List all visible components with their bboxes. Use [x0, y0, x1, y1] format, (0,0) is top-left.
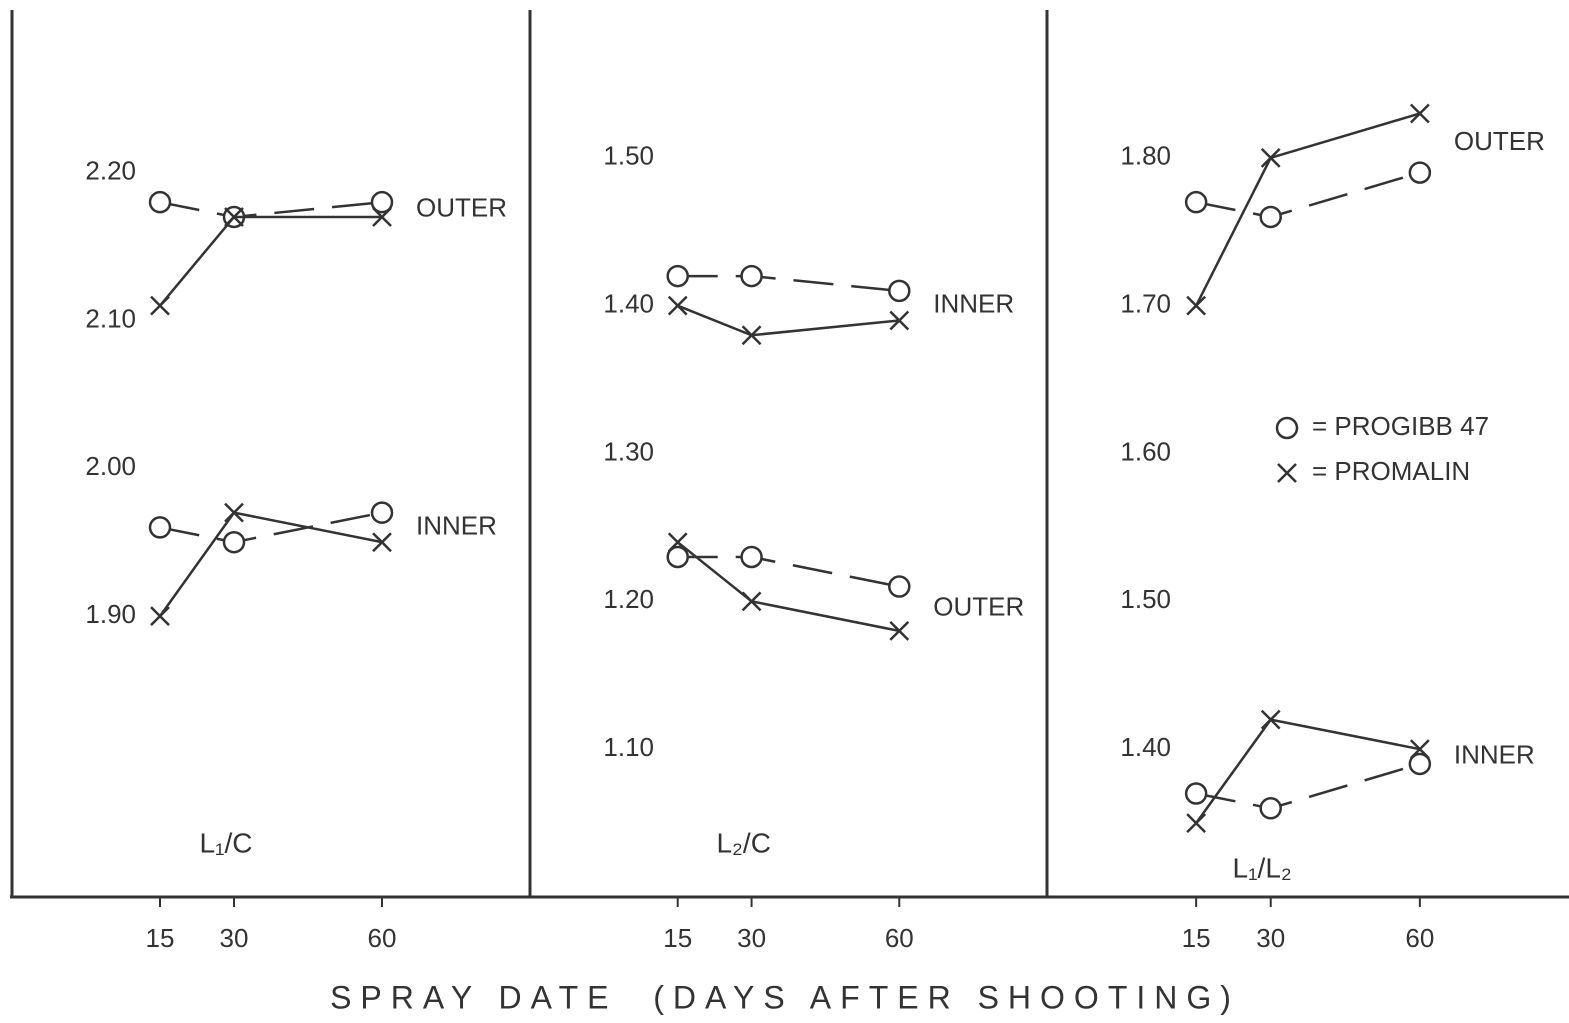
legend-label: = PROMALIN — [1312, 456, 1470, 486]
x-tick-label: 60 — [885, 923, 914, 953]
marker-x — [372, 207, 392, 227]
legend-marker — [1277, 463, 1297, 483]
series-line — [677, 304, 900, 337]
y-tick-label: 1.70 — [1120, 289, 1171, 319]
y-tick-label: 1.10 — [603, 732, 654, 762]
y-tick-label: 2.20 — [85, 155, 136, 185]
marker-x — [741, 591, 762, 612]
series-line — [159, 215, 382, 307]
marker-x — [667, 532, 688, 553]
marker-circle — [1184, 782, 1208, 805]
x-tick-label: 15 — [663, 923, 692, 953]
group-label: OUTER — [933, 592, 1024, 622]
marker-circle — [1259, 797, 1282, 820]
marker-x — [889, 621, 910, 641]
marker-x — [224, 207, 244, 227]
group-label: OUTER — [1454, 126, 1545, 156]
y-tick-label: 1.50 — [1120, 584, 1171, 614]
x-tick-label: 30 — [220, 923, 249, 953]
series-line — [1195, 171, 1421, 219]
series-line — [159, 200, 383, 219]
marker-x — [1409, 739, 1430, 760]
group-label: INNER — [416, 510, 497, 540]
x-tick-label: 30 — [737, 923, 766, 953]
marker-circle — [888, 575, 911, 598]
y-tick-label: 1.40 — [603, 289, 654, 319]
marker-x — [1186, 295, 1207, 316]
y-tick-label: 2.10 — [85, 303, 136, 333]
marker-circle — [370, 190, 394, 214]
series-line — [677, 274, 900, 293]
x-tick-label: 15 — [1182, 923, 1211, 953]
marker-circle — [222, 530, 246, 554]
marker-x — [889, 310, 910, 331]
x-axis-title: SPRAY DATE (DAYS AFTER SHOOTING) — [330, 979, 1240, 1015]
marker-circle — [888, 279, 911, 303]
marker-circle — [740, 545, 763, 569]
y-tick-label: 1.90 — [85, 599, 136, 629]
y-tick-label: 1.40 — [1120, 732, 1171, 762]
group-label: INNER — [933, 289, 1014, 319]
y-tick-label: 1.20 — [603, 584, 654, 614]
marker-x — [1260, 147, 1281, 168]
series-line — [158, 511, 383, 617]
marker-circle — [148, 516, 172, 539]
marker-x — [150, 606, 170, 627]
series-line — [1195, 718, 1421, 824]
marker-circle — [1408, 161, 1432, 184]
y-tick-label: 1.80 — [1120, 141, 1171, 171]
x-tick-label: 15 — [146, 923, 175, 953]
legend-marker — [1275, 416, 1299, 440]
y-tick-label: 2.00 — [85, 451, 136, 481]
marker-circle — [1259, 205, 1282, 229]
group-label: OUTER — [416, 192, 507, 222]
group-label: INNER — [1454, 739, 1535, 769]
marker-x — [1186, 813, 1207, 833]
marker-x — [224, 502, 244, 523]
series-line — [677, 555, 900, 588]
marker-x — [1260, 709, 1281, 730]
legend-label: = PROGIBB 47 — [1312, 411, 1489, 441]
x-tick-label: 30 — [1256, 923, 1285, 953]
y-tick-label: 1.30 — [603, 436, 654, 466]
marker-x — [1409, 103, 1430, 124]
series-line — [676, 541, 900, 633]
y-tick-label: 1.60 — [1120, 436, 1171, 466]
x-tick-label: 60 — [1405, 923, 1434, 953]
series-line — [159, 511, 383, 544]
panel-label: L₁/L₂ — [1233, 852, 1292, 883]
panel-label: L₂/C — [716, 827, 770, 858]
marker-circle — [666, 264, 689, 288]
marker-x — [150, 295, 170, 316]
marker-circle — [740, 264, 763, 288]
marker-x — [372, 532, 392, 553]
y-tick-label: 1.50 — [603, 141, 654, 171]
panel-label: L₁/C — [199, 827, 252, 858]
marker-x — [741, 325, 762, 346]
marker-circle — [148, 190, 172, 214]
series-line — [1195, 762, 1421, 810]
marker-circle — [370, 501, 394, 524]
x-tick-label: 60 — [368, 923, 397, 953]
marker-circle — [1184, 190, 1208, 214]
marker-circle — [666, 545, 689, 569]
marker-circle — [1408, 752, 1432, 776]
marker-x — [667, 295, 688, 316]
